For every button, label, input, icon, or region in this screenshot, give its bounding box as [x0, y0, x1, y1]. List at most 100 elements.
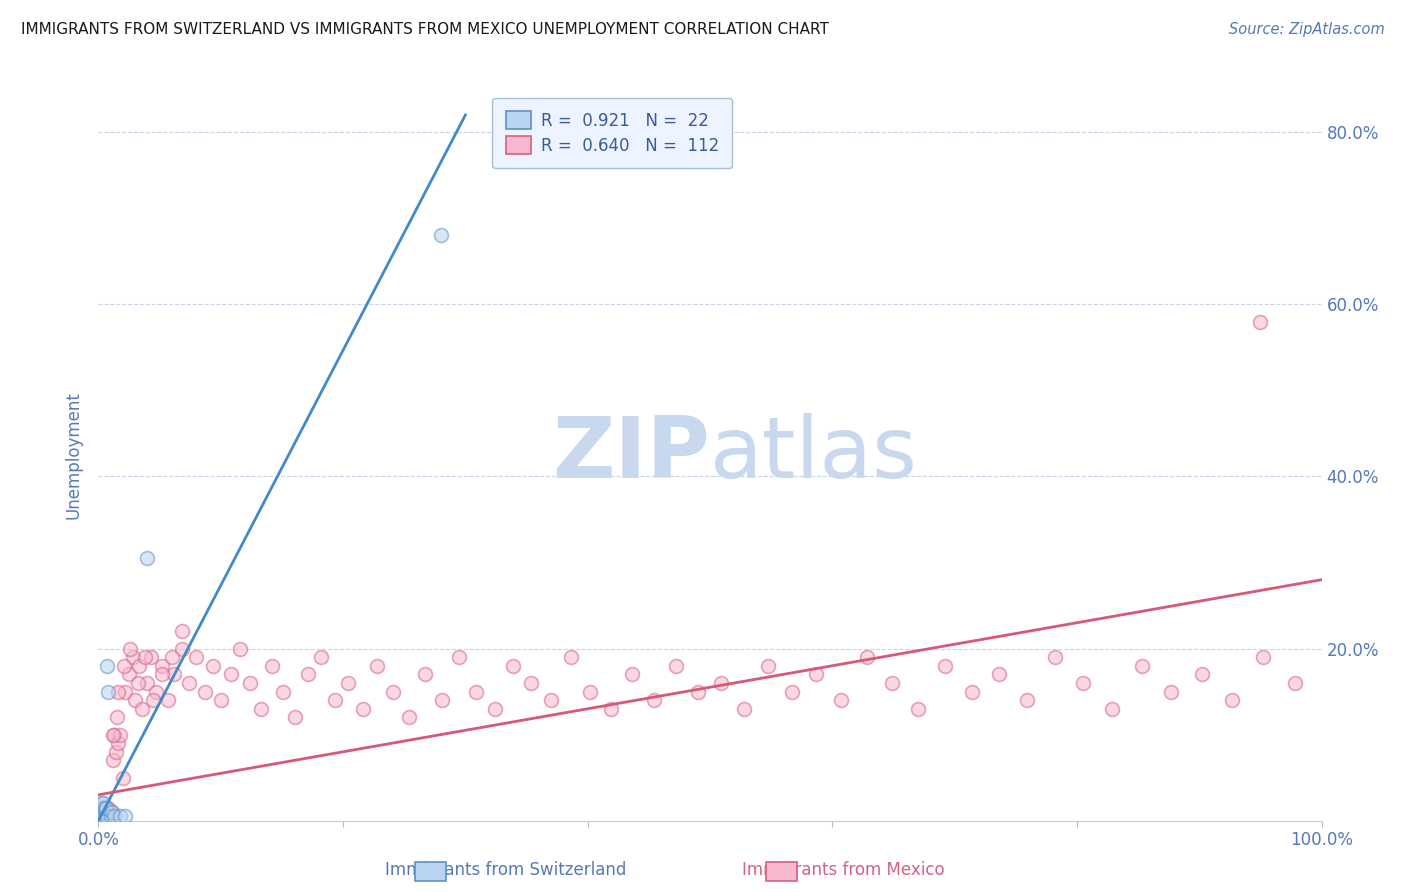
Point [366, 658, 388, 673]
Point [710, 676, 733, 690]
Point [600, 702, 623, 716]
Point [94, 801, 117, 815]
Point [101, 805, 124, 819]
Point [107, 684, 129, 698]
Point [284, 710, 307, 724]
Point [100, 805, 122, 819]
Point [907, 702, 929, 716]
Text: atlas: atlas [710, 413, 918, 497]
Point [101, 753, 124, 767]
Point [780, 684, 803, 698]
Point [150, 667, 173, 681]
Text: IMMIGRANTS FROM SWITZERLAND VS IMMIGRANTS FROM MEXICO UNEMPLOYMENT CORRELATION C: IMMIGRANTS FROM SWITZERLAND VS IMMIGRANT… [21, 22, 830, 37]
Point [271, 684, 294, 698]
Point [97, 809, 120, 823]
Point [560, 650, 582, 665]
Point [934, 658, 956, 673]
Point [806, 667, 828, 681]
Point [114, 809, 136, 823]
Point [91, 801, 114, 815]
Point [1101, 702, 1123, 716]
Point [139, 650, 162, 665]
Point [1191, 667, 1213, 681]
Point [170, 641, 193, 656]
Point [96, 805, 118, 819]
Text: Immigrants from Switzerland: Immigrants from Switzerland [385, 861, 627, 879]
Point [124, 693, 146, 707]
Point [413, 667, 436, 681]
Point [90, 801, 112, 815]
Point [121, 650, 143, 665]
Point [309, 650, 332, 665]
Point [103, 728, 125, 742]
Point [323, 693, 346, 707]
Point [202, 658, 225, 673]
Point [96, 809, 118, 823]
Point [98, 809, 121, 823]
Point [101, 805, 124, 819]
Point [1043, 650, 1066, 665]
Point [987, 667, 1010, 681]
Point [160, 650, 183, 665]
Point [104, 745, 127, 759]
Point [520, 676, 543, 690]
Y-axis label: Unemployment: Unemployment [65, 391, 83, 519]
Point [398, 710, 420, 724]
Point [733, 702, 755, 716]
Point [91, 809, 114, 823]
Point [100, 809, 122, 823]
Point [960, 684, 983, 698]
Point [134, 650, 156, 665]
Point [127, 676, 149, 690]
Point [101, 728, 124, 742]
Point [250, 702, 273, 716]
Text: Immigrants from Mexico: Immigrants from Mexico [742, 861, 945, 879]
Point [1130, 658, 1153, 673]
Point [100, 809, 122, 823]
Point [382, 684, 405, 698]
Point [131, 702, 153, 716]
Point [120, 641, 142, 656]
Point [1220, 693, 1243, 707]
Point [90, 809, 112, 823]
Point [579, 684, 602, 698]
Point [112, 658, 135, 673]
Legend: R =  0.921   N =  22, R =  0.640   N =  112: R = 0.921 N = 22, R = 0.640 N = 112 [492, 97, 733, 169]
Point [430, 693, 453, 707]
Point [111, 771, 134, 785]
Point [91, 805, 114, 819]
Point [128, 658, 150, 673]
Point [97, 801, 120, 815]
Point [91, 797, 114, 811]
Point [110, 809, 132, 823]
Point [93, 801, 115, 815]
Point [1251, 650, 1274, 665]
Point [91, 809, 114, 823]
Point [91, 809, 114, 823]
Point [118, 667, 141, 681]
Point [1071, 676, 1094, 690]
Point [686, 684, 709, 698]
Point [665, 658, 688, 673]
Point [89, 809, 111, 823]
Point [449, 650, 471, 665]
Point [94, 805, 117, 819]
Point [352, 702, 374, 716]
Point [186, 650, 208, 665]
Point [91, 797, 114, 811]
Point [882, 676, 904, 690]
Point [114, 684, 136, 698]
Point [830, 693, 852, 707]
Point [163, 667, 186, 681]
Point [855, 650, 877, 665]
Text: Source: ZipAtlas.com: Source: ZipAtlas.com [1229, 22, 1385, 37]
Point [136, 551, 159, 566]
Point [209, 693, 232, 707]
Point [91, 805, 114, 819]
Point [484, 702, 506, 716]
Point [90, 801, 112, 815]
Point [194, 684, 217, 698]
Point [756, 658, 779, 673]
Point [219, 667, 242, 681]
Point [229, 641, 252, 656]
